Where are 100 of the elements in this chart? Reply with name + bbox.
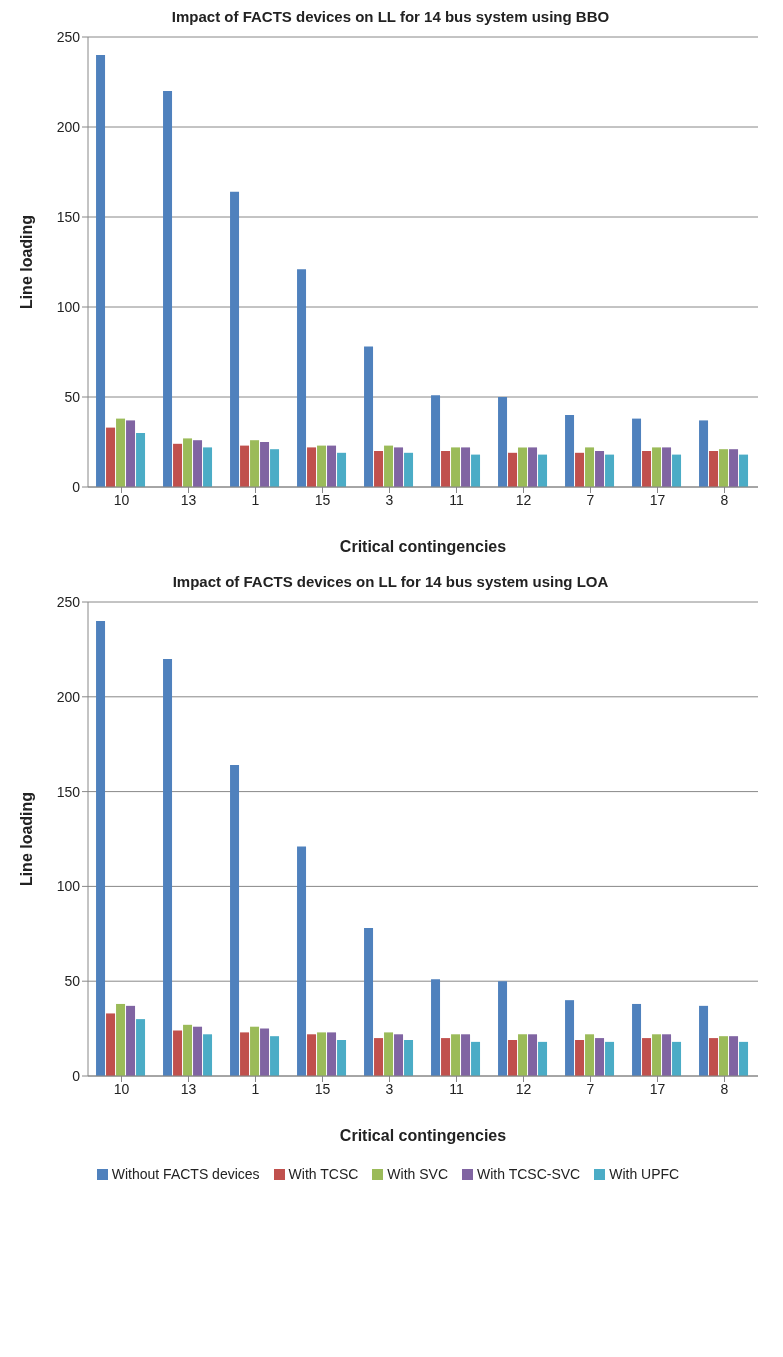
bar (173, 443, 183, 487)
bar (327, 1032, 337, 1076)
bar (672, 1041, 682, 1076)
bar (508, 1039, 518, 1076)
bar (538, 454, 548, 487)
x-axis-title: Critical contingencies (339, 1127, 507, 1144)
y-tick-label: 250 (56, 593, 81, 610)
bar (605, 454, 615, 487)
bar (729, 449, 739, 487)
bar (394, 1034, 404, 1076)
bar (729, 1036, 739, 1076)
bar (374, 451, 384, 487)
bar (384, 1032, 394, 1076)
y-tick-label: 0 (72, 478, 81, 495)
bar (451, 1034, 461, 1076)
x-axis-title: Critical contingencies (339, 538, 507, 555)
bar (595, 451, 605, 487)
x-tick-label: 7 (586, 1080, 595, 1097)
bar (193, 1026, 203, 1076)
y-tick-label: 100 (56, 298, 81, 315)
bar (739, 454, 749, 487)
bar (739, 1041, 749, 1076)
bar (240, 1032, 250, 1076)
bar (632, 418, 642, 487)
bar (96, 620, 106, 1076)
y-axis-title: Line loading (17, 214, 35, 310)
x-tick-label: 7 (586, 491, 595, 508)
bar (183, 1024, 193, 1076)
bar (662, 447, 672, 487)
bar (605, 1041, 615, 1076)
bar (250, 440, 260, 487)
bar (441, 1038, 451, 1076)
bar (384, 445, 394, 487)
x-tick-label: 10 (113, 1080, 130, 1097)
bar (652, 1034, 662, 1076)
bar (642, 451, 652, 487)
bar (518, 447, 528, 487)
bar (709, 451, 719, 487)
bar (183, 438, 193, 487)
bar (116, 418, 126, 487)
x-tick-label: 10 (113, 491, 130, 508)
bar (250, 1026, 260, 1076)
y-tick-label: 50 (64, 388, 81, 405)
bar (508, 452, 518, 487)
bar (136, 1019, 146, 1076)
y-tick-label: 200 (56, 688, 81, 705)
bar (528, 1034, 538, 1076)
bar (297, 846, 307, 1076)
bar (595, 1038, 605, 1076)
bar (431, 979, 441, 1076)
bar (498, 981, 508, 1076)
bar (116, 1003, 126, 1076)
bar (528, 447, 538, 487)
bar (230, 191, 240, 487)
x-tick-label: 12 (515, 491, 532, 508)
bar (307, 447, 317, 487)
bar (193, 440, 203, 487)
bar (404, 1039, 414, 1076)
x-tick-label: 3 (385, 491, 394, 508)
bar (126, 420, 136, 487)
bar (270, 1036, 280, 1076)
bar (709, 1038, 719, 1076)
y-axis-title: Line loading (17, 791, 35, 887)
legend-label: With UPFC (608, 1166, 680, 1182)
bar (662, 1034, 672, 1076)
bar (163, 658, 173, 1076)
bar (297, 269, 307, 487)
x-tick-label: 3 (385, 1080, 394, 1097)
bar (364, 346, 374, 487)
bar (364, 928, 374, 1076)
bar (585, 1034, 595, 1076)
y-tick-label: 150 (56, 208, 81, 225)
bar (585, 447, 595, 487)
bar (575, 452, 585, 487)
x-tick-label: 12 (515, 1080, 532, 1097)
bar (317, 445, 327, 487)
y-tick-label: 0 (72, 1067, 81, 1084)
bar (106, 427, 116, 487)
bar (337, 1039, 347, 1076)
bar (126, 1005, 136, 1076)
chart-title: Impact of FACTS devices on LL for 14 bus system using BBO (170, 8, 611, 25)
y-tick-label: 100 (56, 878, 81, 895)
x-tick-label: 8 (720, 491, 729, 508)
y-tick-label: 200 (56, 118, 81, 135)
bar (632, 1003, 642, 1076)
x-tick-label: 15 (314, 491, 331, 508)
x-tick-label: 13 (180, 1080, 197, 1097)
bar (719, 449, 729, 487)
bar (307, 1034, 317, 1076)
bar (270, 449, 280, 487)
bar (173, 1030, 183, 1076)
y-tick-label: 50 (64, 973, 81, 990)
bar (518, 1034, 528, 1076)
bar (471, 1041, 481, 1076)
bar (565, 1000, 575, 1076)
bar (538, 1041, 548, 1076)
legend-label: With TCSC-SVC (476, 1166, 581, 1182)
bar (203, 1034, 213, 1076)
bar (394, 447, 404, 487)
bar (652, 447, 662, 487)
